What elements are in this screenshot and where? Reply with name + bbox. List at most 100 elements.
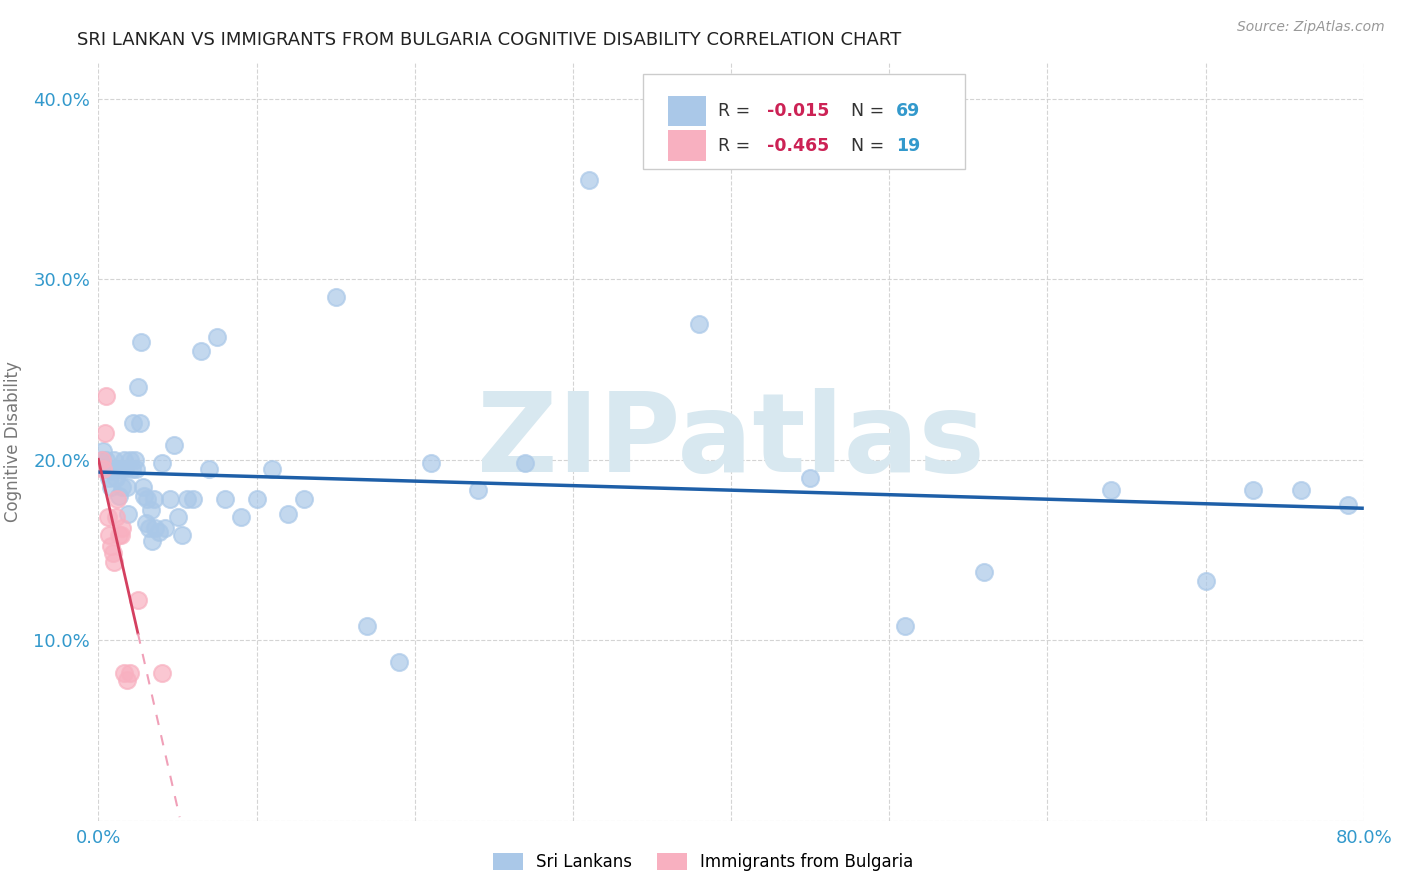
- Point: [98, 470, 121, 484]
- Y-axis label: Cognitive Disability: Cognitive Disability: [4, 361, 22, 522]
- Point: [115, 673, 138, 687]
- Point: [135, 516, 157, 530]
- Point: [799, 470, 821, 484]
- Point: [125, 461, 148, 475]
- Point: [90, 452, 112, 467]
- Point: [262, 461, 284, 475]
- FancyBboxPatch shape: [643, 74, 966, 169]
- Point: [114, 461, 136, 475]
- Point: [1099, 483, 1122, 498]
- Point: [90, 452, 112, 467]
- Point: [134, 489, 156, 503]
- Point: [93, 425, 117, 440]
- Point: [93, 461, 117, 475]
- Point: [111, 480, 134, 494]
- Point: [103, 452, 125, 467]
- Point: [176, 492, 198, 507]
- Point: [112, 452, 135, 467]
- Point: [356, 618, 378, 632]
- Bar: [668, 95, 706, 126]
- Text: R =: R =: [718, 102, 756, 120]
- Point: [127, 380, 149, 394]
- Point: [115, 480, 138, 494]
- Point: [419, 456, 441, 470]
- Point: [108, 528, 131, 542]
- Point: [150, 456, 173, 470]
- Point: [110, 461, 132, 475]
- Point: [159, 492, 181, 507]
- Legend: Sri Lankans, Immigrants from Bulgaria: Sri Lankans, Immigrants from Bulgaria: [484, 845, 922, 880]
- Point: [107, 461, 129, 475]
- Point: [1241, 483, 1264, 498]
- Point: [229, 510, 252, 524]
- Point: [148, 524, 170, 539]
- Point: [172, 528, 194, 542]
- Point: [97, 461, 120, 475]
- Point: [277, 507, 299, 521]
- Point: [141, 533, 163, 548]
- Point: [91, 443, 114, 458]
- Point: [100, 480, 122, 494]
- Point: [205, 330, 228, 344]
- Point: [578, 173, 600, 187]
- Point: [120, 665, 141, 680]
- Point: [121, 461, 143, 475]
- Point: [104, 470, 127, 484]
- Point: [214, 492, 236, 507]
- Point: [108, 489, 131, 503]
- Point: [122, 417, 145, 431]
- Bar: [668, 130, 706, 161]
- Point: [124, 452, 146, 467]
- Text: R =: R =: [718, 136, 756, 154]
- Text: 19: 19: [896, 136, 920, 154]
- Point: [111, 521, 134, 535]
- Text: -0.465: -0.465: [766, 136, 828, 154]
- Point: [112, 665, 135, 680]
- Point: [117, 507, 139, 521]
- Point: [91, 461, 114, 475]
- Point: [129, 335, 152, 350]
- Point: [153, 521, 176, 535]
- Point: [101, 546, 124, 560]
- Point: [96, 452, 118, 467]
- Point: [1337, 498, 1360, 512]
- Point: [127, 593, 149, 607]
- Text: ZIPatlas: ZIPatlas: [477, 388, 986, 495]
- Point: [107, 492, 129, 507]
- Point: [1289, 483, 1312, 498]
- Point: [100, 539, 122, 553]
- Point: [388, 655, 411, 669]
- Point: [98, 528, 121, 542]
- Point: [1194, 574, 1216, 588]
- Point: [894, 618, 917, 632]
- Point: [97, 510, 120, 524]
- Point: [139, 503, 162, 517]
- Point: [325, 290, 347, 304]
- Point: [136, 492, 159, 507]
- Point: [973, 565, 995, 579]
- Point: [145, 521, 166, 535]
- Point: [138, 521, 160, 535]
- Text: N =: N =: [851, 136, 890, 154]
- Point: [150, 665, 173, 680]
- Point: [103, 556, 125, 570]
- Point: [142, 492, 165, 507]
- Point: [128, 417, 150, 431]
- Point: [467, 483, 489, 498]
- Point: [96, 389, 118, 403]
- Point: [166, 510, 188, 524]
- Point: [190, 344, 212, 359]
- Text: N =: N =: [851, 102, 890, 120]
- Text: 69: 69: [896, 102, 920, 120]
- Point: [183, 492, 205, 507]
- Point: [292, 492, 315, 507]
- Point: [163, 438, 186, 452]
- Point: [515, 456, 537, 470]
- Point: [120, 452, 141, 467]
- Text: Source: ZipAtlas.com: Source: ZipAtlas.com: [1237, 20, 1385, 34]
- Text: SRI LANKAN VS IMMIGRANTS FROM BULGARIA COGNITIVE DISABILITY CORRELATION CHART: SRI LANKAN VS IMMIGRANTS FROM BULGARIA C…: [77, 31, 901, 49]
- Point: [198, 461, 221, 475]
- Point: [246, 492, 269, 507]
- Point: [132, 480, 155, 494]
- Point: [101, 461, 124, 475]
